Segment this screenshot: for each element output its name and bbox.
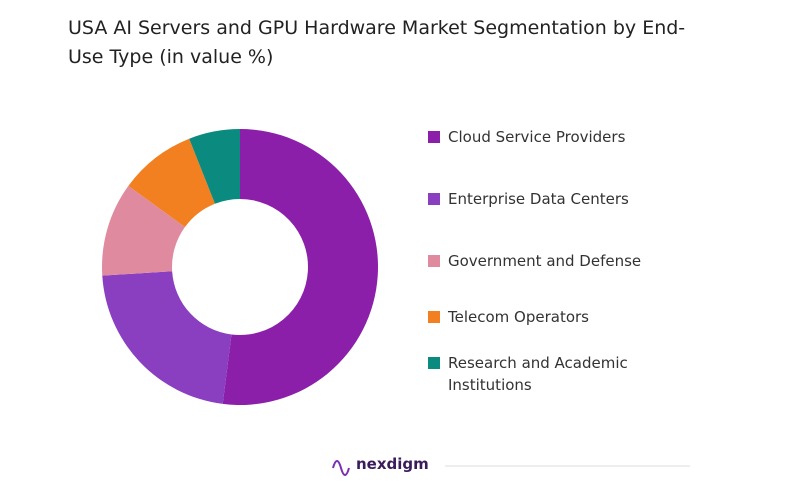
legend-swatch <box>428 255 440 267</box>
donut-slice <box>222 129 378 405</box>
logo <box>332 460 350 476</box>
legend-label: Cloud Service Providers <box>448 128 626 146</box>
legend-swatch <box>428 193 440 205</box>
donut-slice <box>102 185 185 276</box>
donut-slice <box>102 271 232 404</box>
legend-swatch <box>428 357 440 369</box>
legend: Cloud Service Providers Enterprise Data C… <box>428 126 653 396</box>
legend-label: Research and Academic Institutions <box>448 354 628 394</box>
donut-slice <box>128 138 215 228</box>
donut-slice <box>189 129 240 204</box>
chart-title: USA AI Servers and GPU Hardware Market S… <box>68 17 686 68</box>
legend-swatch <box>428 311 440 323</box>
legend-item: Cloud Service Providers <box>428 126 653 148</box>
legend-label: Telecom Operators <box>448 308 589 326</box>
legend-item: Research and Academic Institutions <box>428 352 653 396</box>
brand: nexdigm <box>356 455 429 473</box>
legend-item: Enterprise Data Centers <box>428 188 653 210</box>
legend-label: Enterprise Data Centers <box>448 190 629 208</box>
legend-item: Telecom Operators <box>428 306 653 328</box>
legend-swatch <box>428 131 440 143</box>
legend-label: Government and Defense <box>448 252 642 270</box>
legend-item: Government and Defense <box>428 250 653 272</box>
